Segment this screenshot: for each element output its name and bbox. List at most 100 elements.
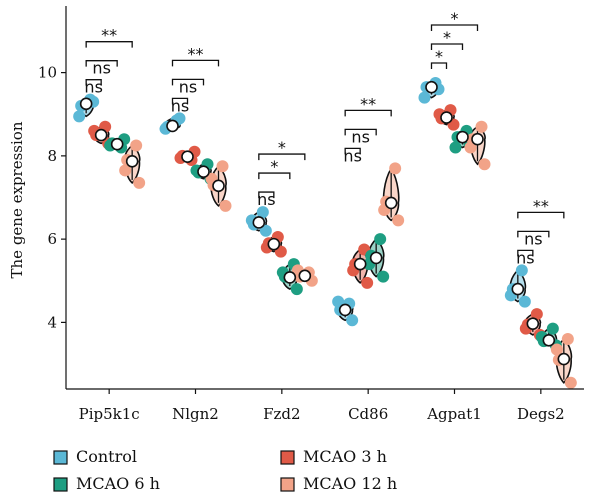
- x-tick-label: Cd86: [348, 405, 388, 423]
- x-tick-label: Nlgn2: [172, 405, 219, 423]
- significance-bracket: [171, 59, 220, 67]
- significance-bracket: [85, 41, 133, 48]
- mean-marker: [353, 257, 367, 271]
- significance-label: ns: [524, 229, 542, 248]
- data-point: [133, 176, 146, 189]
- x-tick-label: Pip5k1c: [79, 405, 140, 423]
- significance-label: *: [443, 28, 451, 47]
- x-tick-label: Agpat1: [426, 405, 482, 423]
- means-layer: [79, 80, 571, 366]
- violins-layer: [77, 82, 573, 384]
- significance-bracket: [430, 24, 479, 32]
- significance-bracket: [258, 172, 291, 180]
- y-tick-label: 8: [47, 147, 57, 165]
- data-point: [361, 276, 374, 289]
- mean-marker: [369, 251, 383, 265]
- data-point: [561, 333, 574, 346]
- data-point: [259, 224, 272, 237]
- y-axis-title: The gene expression: [8, 121, 26, 278]
- data-point: [478, 158, 491, 171]
- mean-marker: [338, 303, 352, 317]
- significance-label: *: [435, 47, 443, 66]
- mean-marker: [212, 179, 225, 193]
- data-point: [73, 110, 86, 123]
- y-tick-label: 10: [38, 64, 57, 82]
- significance-bracket: [517, 230, 550, 238]
- mean-marker: [110, 137, 124, 151]
- significance-bracket: [517, 249, 534, 257]
- legend-swatch: [280, 450, 295, 465]
- data-point: [550, 343, 563, 356]
- x-tick-label: Fzd2: [263, 405, 300, 423]
- mean-marker: [283, 271, 297, 284]
- data-point: [130, 139, 143, 152]
- axes: 4 6 8 10 Pip5k1c Nlgn2 Fzd2 Cd86 Agpat1 Degs2: [38, 6, 584, 423]
- mean-marker: [440, 111, 453, 124]
- significance-bracket: [517, 211, 565, 219]
- significance-label: **: [533, 196, 549, 215]
- data-point: [518, 295, 531, 308]
- data-point: [475, 120, 488, 133]
- legend-label: Control: [76, 447, 137, 466]
- mean-marker: [384, 196, 398, 210]
- mean-marker: [94, 128, 108, 142]
- data-point: [464, 141, 477, 154]
- data-point: [418, 91, 431, 104]
- significance-bracket: [258, 153, 306, 161]
- data-point: [216, 160, 229, 173]
- mean-marker: [181, 150, 194, 164]
- y-tick-label: 6: [47, 230, 57, 248]
- significance-label: ns: [171, 96, 189, 115]
- data-point: [546, 322, 559, 335]
- mean-marker: [267, 237, 281, 251]
- significance-label: ns: [257, 190, 275, 209]
- significance-label: ns: [351, 127, 369, 146]
- significance-bracket: [344, 128, 377, 136]
- data-point: [332, 295, 345, 308]
- significance-bracket: [344, 109, 392, 117]
- significance-label: ns: [516, 248, 534, 267]
- significance-bracket: [85, 60, 118, 67]
- data-point: [290, 283, 303, 296]
- mean-marker: [166, 119, 179, 133]
- data-point: [374, 233, 387, 246]
- y-tick-label: 4: [47, 313, 57, 331]
- legend-label: MCAO 12 h: [303, 474, 397, 493]
- legend-swatch: [53, 450, 68, 465]
- significance-label: *: [270, 157, 278, 176]
- legend-label: MCAO 6 h: [76, 474, 160, 493]
- mean-marker: [298, 269, 312, 283]
- legend: Control MCAO 3 h MCAO 6 h MCAO 12 h: [53, 447, 397, 493]
- significance-bracket: [430, 43, 464, 51]
- data-point: [392, 214, 405, 227]
- data-point: [564, 376, 577, 389]
- mean-marker: [425, 80, 438, 94]
- significance-label: **: [360, 94, 376, 113]
- data-point: [119, 164, 132, 177]
- data-point: [389, 162, 402, 175]
- mean-marker: [125, 154, 139, 168]
- legend-label: MCAO 3 h: [303, 447, 387, 466]
- significance-bracket: [85, 79, 102, 86]
- significance-label: *: [278, 138, 286, 157]
- significance-label: ns: [84, 78, 102, 97]
- mean-marker: [197, 165, 210, 178]
- significance-bracket: [171, 97, 189, 105]
- mean-marker: [526, 317, 540, 330]
- mean-marker: [471, 132, 484, 146]
- mean-marker: [511, 282, 525, 296]
- significance-label: ns: [92, 59, 110, 78]
- significance-label: ns: [179, 77, 197, 96]
- points-layer: [73, 77, 577, 389]
- mean-marker: [79, 97, 93, 111]
- significance-bracket: [430, 62, 448, 70]
- significance-label: ns: [343, 146, 361, 165]
- data-point: [346, 314, 359, 327]
- data-point: [530, 308, 543, 321]
- legend-swatch: [53, 477, 68, 492]
- mean-marker: [456, 130, 469, 144]
- data-point: [256, 206, 269, 219]
- x-tick-label: Degs2: [517, 405, 565, 423]
- significance-label: *: [451, 9, 459, 28]
